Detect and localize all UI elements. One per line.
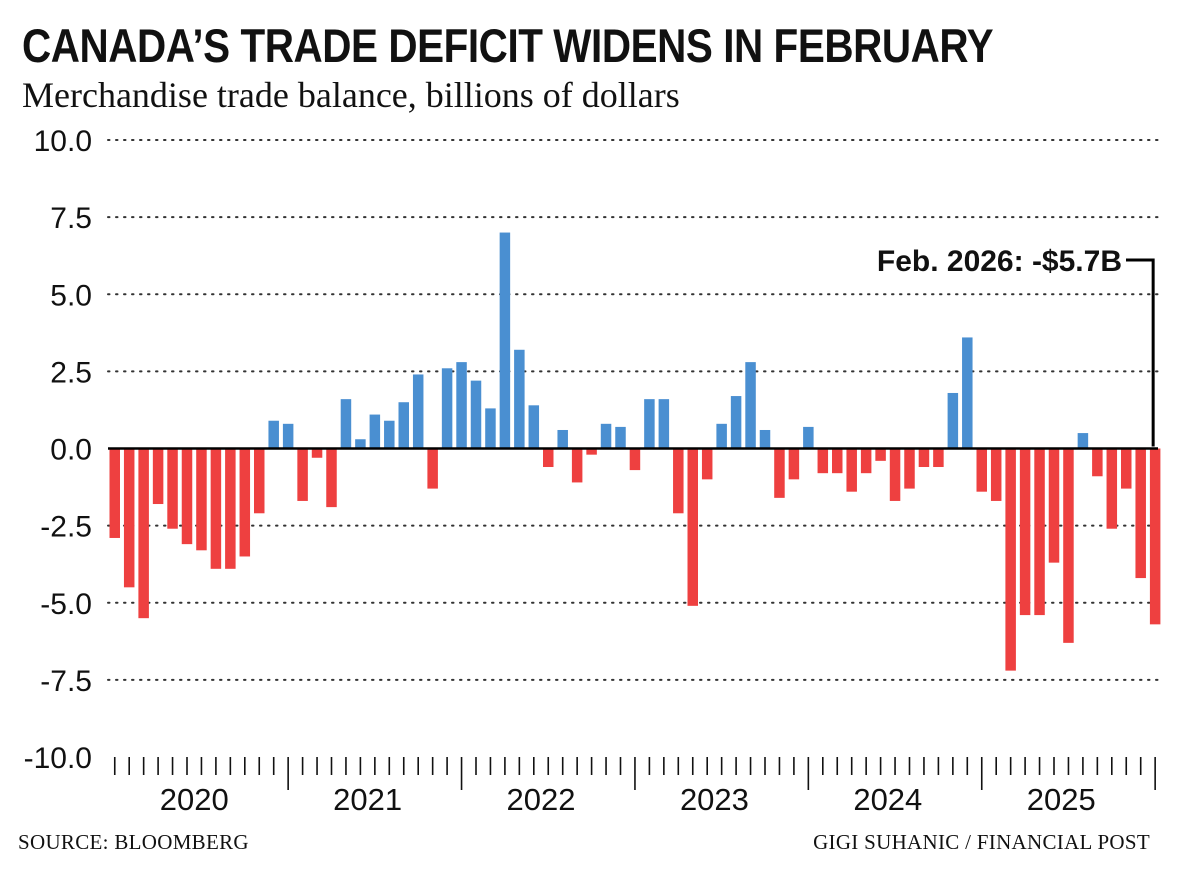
bar: [673, 448, 684, 514]
bar: [788, 448, 800, 480]
bar: [976, 448, 987, 492]
credit-note: GIGI SUHANIC / FINANCIAL POST: [813, 830, 1150, 854]
bar: [817, 448, 829, 474]
annotation-label: Feb. 2026: -$5.7B: [877, 245, 1122, 278]
bar: [543, 448, 554, 468]
bar: [904, 448, 915, 489]
bar: [1063, 448, 1074, 643]
bar: [759, 429, 771, 449]
bar: [586, 448, 597, 455]
source-note: SOURCE: BLOOMBERG: [18, 830, 249, 854]
bar: [933, 448, 944, 468]
y-tick-label: 5.0: [50, 279, 92, 312]
bar: [1034, 448, 1045, 616]
bar: [181, 448, 193, 545]
bar: [745, 362, 756, 449]
bar: [1092, 448, 1103, 477]
bar: [600, 423, 612, 449]
x-year-label: 2020: [160, 782, 229, 817]
bar: [138, 448, 149, 619]
bar: [167, 448, 178, 529]
bar: [456, 362, 467, 449]
x-year-label: 2021: [333, 782, 402, 817]
bar: [846, 448, 857, 492]
y-tick-label: 2.5: [50, 356, 92, 389]
bar: [210, 448, 222, 569]
y-tick-label: 0.0: [50, 434, 92, 467]
bar: [860, 448, 872, 474]
bar: [832, 448, 843, 474]
bar: [123, 448, 135, 588]
bar: [485, 408, 496, 449]
x-year-label: 2024: [853, 782, 922, 817]
bar: [311, 448, 323, 458]
bar: [427, 448, 438, 489]
bar: [875, 448, 886, 461]
bar: [499, 232, 511, 449]
bar: [514, 349, 525, 449]
bar: [1048, 448, 1060, 563]
bar: [369, 414, 381, 449]
annotation-leader-line: [1126, 258, 1155, 447]
x-year-label: 2022: [507, 782, 576, 817]
bar: [1019, 448, 1031, 616]
bar: [340, 399, 352, 449]
bar: [557, 429, 568, 449]
bar: [282, 423, 294, 449]
y-tick-label: 10.0: [34, 125, 92, 158]
bar: [803, 426, 814, 449]
bar: [716, 423, 727, 449]
bar: [701, 448, 713, 480]
bar: [629, 448, 641, 471]
bar: [384, 420, 395, 449]
bar: [268, 420, 279, 449]
bar: [730, 396, 742, 449]
chart-title: CANADA’S TRADE DEFICIT WIDENS IN FEBRUAR…: [22, 19, 994, 72]
bar: [658, 399, 670, 449]
bar: [109, 448, 120, 538]
bar: [889, 448, 901, 501]
bar: [1149, 448, 1161, 625]
x-year-label: 2025: [1027, 782, 1096, 817]
bar: [1005, 448, 1016, 671]
bar: [528, 405, 540, 449]
bar: [644, 399, 655, 449]
bar: [470, 380, 482, 449]
bar: [990, 448, 1002, 501]
bar: [196, 448, 207, 551]
bar: [297, 448, 308, 501]
bar: [326, 448, 337, 508]
bar: [571, 448, 583, 483]
bar: [918, 448, 930, 468]
y-tick-label: -5.0: [40, 588, 92, 621]
bar: [225, 448, 236, 569]
bar: [152, 448, 164, 505]
bar: [947, 392, 959, 449]
bar: [254, 448, 265, 514]
bar: [774, 448, 785, 498]
y-tick-label: 7.5: [50, 202, 92, 235]
bar: [1106, 448, 1118, 529]
bar: [441, 368, 453, 449]
bar: [615, 426, 626, 449]
bar: [687, 448, 698, 606]
bar: [1077, 433, 1089, 449]
bar: [239, 448, 251, 557]
x-year-label: 2023: [680, 782, 749, 817]
bar: [1121, 448, 1132, 489]
bar: [398, 402, 409, 449]
bar: [355, 439, 366, 449]
bar: [962, 337, 973, 449]
chart-subtitle: Merchandise trade balance, billions of d…: [22, 75, 680, 115]
y-tick-label: -10.0: [24, 742, 92, 775]
y-tick-label: -2.5: [40, 511, 92, 544]
bar: [412, 374, 424, 449]
bar: [1135, 448, 1146, 579]
y-tick-label: -7.5: [40, 665, 92, 698]
